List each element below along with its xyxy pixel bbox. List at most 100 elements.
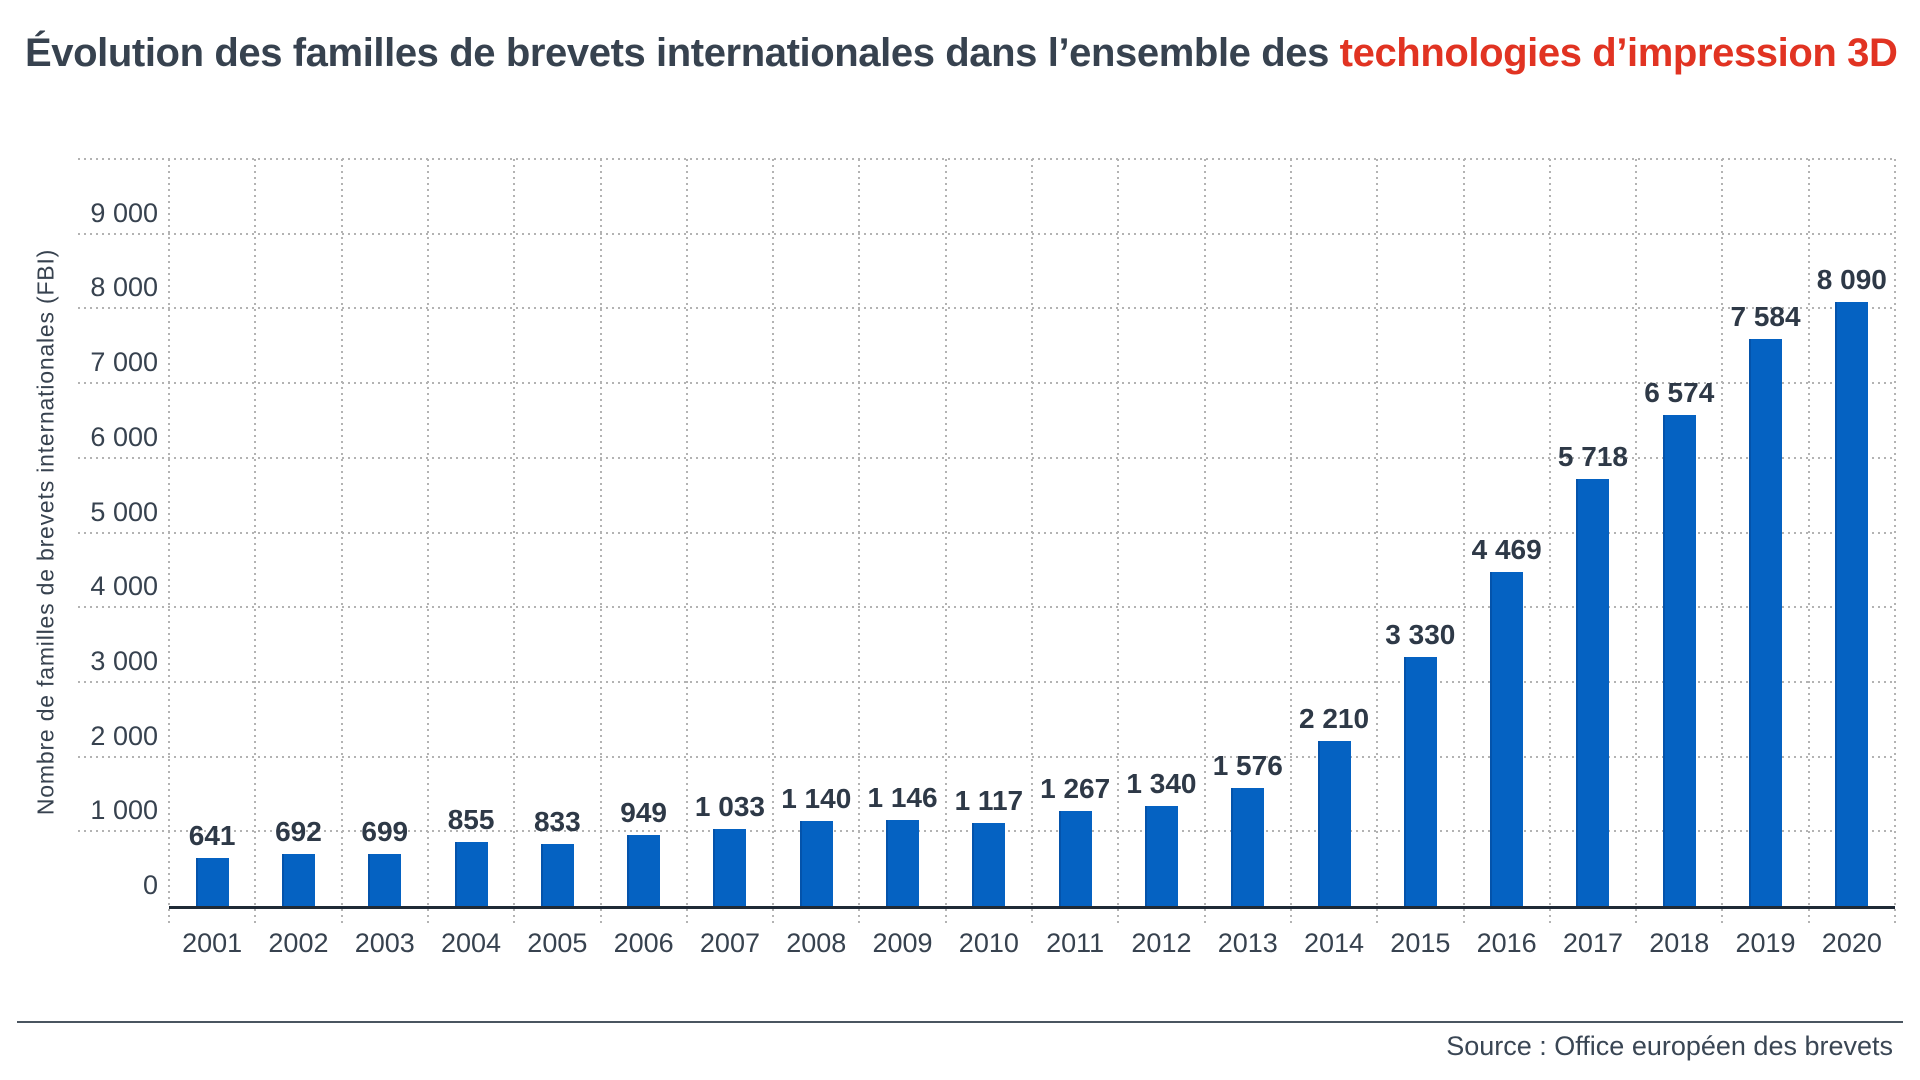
- bar-value-label: 1 576: [1212, 750, 1283, 782]
- y-tick-label: 0: [142, 870, 158, 900]
- v-gridline: [858, 159, 861, 925]
- v-gridline: [1635, 159, 1638, 925]
- v-gridline: [168, 159, 170, 925]
- bar-value-label: 833: [533, 805, 581, 837]
- x-tick-label: 2010: [958, 928, 1019, 958]
- v-gridline: [1031, 159, 1033, 925]
- bar-value-label: 1 340: [1126, 767, 1197, 799]
- chart-title-main: Évolution des familles de brevets intern…: [25, 31, 1340, 75]
- y-tick-label: 6 000: [90, 421, 158, 452]
- h-gridline: [78, 680, 1895, 683]
- y-tick-label: 7 000: [90, 347, 158, 378]
- bar-2005: [540, 843, 574, 906]
- bar-2018: [1662, 414, 1696, 906]
- bar-value-label: 855: [447, 804, 495, 836]
- bar-value-label: 5 718: [1557, 440, 1628, 472]
- v-gridline: [340, 159, 343, 925]
- v-gridline: [1203, 159, 1206, 925]
- x-tick-label: 2015: [1390, 928, 1451, 958]
- x-tick-label: 2007: [699, 928, 760, 958]
- v-gridline: [772, 159, 775, 925]
- h-gridline: [78, 158, 1895, 160]
- x-tick-label: 2011: [1046, 928, 1105, 958]
- y-tick-label: 8 000: [90, 272, 158, 303]
- bar-value-label: 699: [361, 815, 409, 847]
- x-tick-label: 2017: [1562, 928, 1623, 958]
- bar-2008: [799, 820, 833, 906]
- v-gridline: [1376, 159, 1379, 925]
- v-gridline: [1807, 159, 1810, 925]
- y-tick-label: 5 000: [90, 496, 158, 527]
- x-tick-label: 2001: [182, 928, 243, 958]
- bar-value-label: 1 140: [781, 782, 852, 814]
- h-gridline: [78, 456, 1895, 459]
- v-gridline: [1894, 159, 1896, 925]
- v-gridline: [1548, 159, 1551, 925]
- v-gridline: [1721, 159, 1724, 925]
- x-tick-label: 2020: [1821, 928, 1882, 958]
- v-gridline: [685, 159, 688, 925]
- h-gridline: [78, 531, 1895, 534]
- v-gridline: [254, 159, 257, 925]
- bar-value-label: 2 210: [1299, 702, 1370, 734]
- x-tick-label: 2002: [268, 928, 329, 958]
- bar-2016: [1490, 572, 1524, 906]
- bar-2011: [1058, 811, 1092, 906]
- x-tick-label: 2003: [354, 928, 415, 958]
- x-tick-label: 2009: [872, 928, 933, 958]
- footer-divider: [17, 1021, 1903, 1023]
- bar-value-label: 3 330: [1385, 619, 1456, 651]
- source-credit: Source : Office européen des brevets: [1446, 1031, 1893, 1061]
- v-gridline: [513, 159, 516, 925]
- bar-value-label: 4 469: [1471, 534, 1542, 566]
- bar-value-label: 8 090: [1816, 263, 1887, 295]
- bar-2009: [886, 820, 920, 906]
- bar-value-label: 1 117: [954, 784, 1024, 816]
- y-tick-label: 2 000: [90, 720, 158, 751]
- bar-2014: [1317, 740, 1351, 906]
- x-tick-label: 2014: [1304, 928, 1365, 958]
- bar-2010: [972, 822, 1006, 906]
- v-gridline: [426, 159, 429, 925]
- x-tick-label: 2008: [786, 928, 847, 958]
- bar-value-label: 1 033: [694, 790, 765, 822]
- y-axis-title: Nombre de familles de brevets internatio…: [32, 248, 59, 816]
- bar-2004: [454, 842, 488, 906]
- bar-value-label: 692: [275, 816, 322, 848]
- y-tick-label: 4 000: [90, 571, 158, 602]
- v-gridline: [1117, 159, 1120, 925]
- bar-value-label: 6 574: [1644, 376, 1715, 408]
- bar-2012: [1144, 805, 1178, 906]
- bar-2017: [1576, 478, 1610, 906]
- x-tick-label: 2018: [1649, 928, 1710, 958]
- bar-2013: [1231, 788, 1265, 906]
- chart-title: Évolution des familles de brevets intern…: [25, 28, 1898, 78]
- x-tick-label: 2006: [613, 928, 674, 958]
- bar-2020: [1835, 301, 1869, 906]
- v-gridline: [944, 159, 947, 925]
- bar-2002: [281, 854, 315, 906]
- chart-title-highlight: technologies d’impression 3D: [1339, 31, 1898, 75]
- v-gridline: [599, 159, 602, 925]
- h-gridline: [78, 755, 1895, 758]
- y-tick-label: 9 000: [90, 197, 158, 228]
- x-tick-label: 2012: [1131, 928, 1192, 958]
- x-axis-baseline: [169, 906, 1895, 909]
- bar-2007: [713, 828, 747, 906]
- bar-value-label: 1 267: [1040, 773, 1111, 805]
- bar-2015: [1403, 657, 1437, 906]
- x-tick-label: 2005: [527, 928, 588, 958]
- bar-2006: [627, 835, 661, 906]
- x-tick-label: 2019: [1735, 928, 1796, 958]
- y-tick-label: 3 000: [90, 645, 158, 676]
- bar-value-label: 1 146: [867, 782, 938, 814]
- x-tick-label: 2004: [441, 928, 502, 958]
- v-gridline: [1289, 159, 1292, 925]
- h-gridline: [78, 307, 1895, 310]
- bar-2019: [1749, 339, 1783, 906]
- x-tick-label: 2013: [1217, 928, 1278, 958]
- bar-2001: [195, 858, 229, 906]
- y-tick-label: 1 000: [90, 795, 158, 826]
